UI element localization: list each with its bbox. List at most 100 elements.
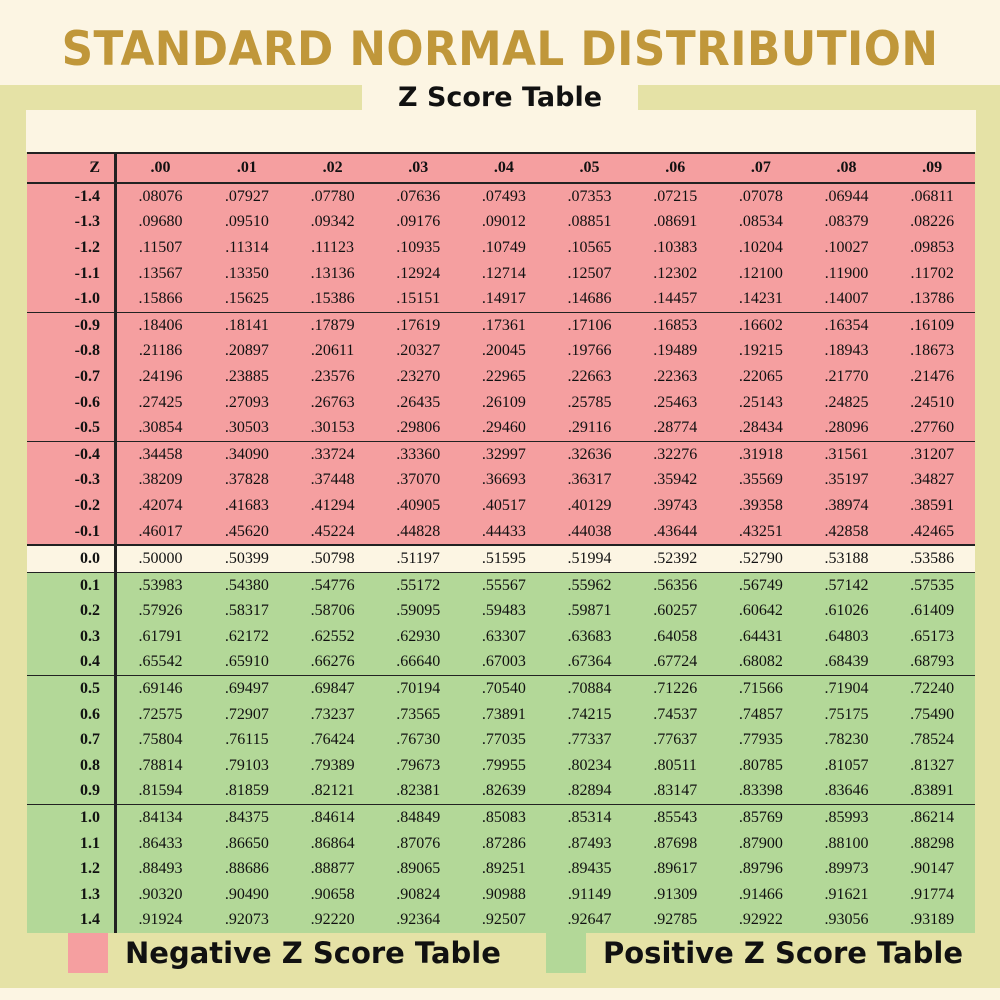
probability-cell: .93056 (824, 911, 869, 929)
probability-cell: .29460 (461, 415, 547, 442)
probability-cell: .77035 (481, 731, 526, 749)
probability-cell: .91466 (738, 885, 783, 903)
z-score-table: Z .00.01.02.03.04.05.06.07.08.09 -1.4.080… (27, 152, 975, 934)
probability-cell: .66640 (375, 649, 462, 677)
probability-cell: .62172 (224, 627, 269, 645)
table-row: -0.8 .21186 .20897 .20611 .20327 .20045 .19766… (27, 338, 975, 365)
probability-cell: .10935 (396, 238, 441, 256)
probability-cell: .83147 (632, 778, 719, 806)
z-value: -0.9 (27, 312, 117, 339)
z-value: 1.1 (27, 830, 117, 857)
probability-cell: .78230 (824, 731, 869, 749)
probability-cell: .08534 (738, 213, 783, 231)
probability-cell: .86433 (138, 834, 183, 852)
probability-cell: .16853 (653, 316, 698, 334)
probability-cell: .66276 (289, 649, 376, 677)
probability-cell: .92922 (738, 911, 783, 929)
probability-cell: .85543 (653, 809, 698, 827)
probability-cell: .11123 (311, 238, 354, 256)
probability-cell: .68082 (718, 649, 804, 677)
probability-cell: .06944 (824, 187, 869, 205)
probability-cell: .86864 (310, 834, 355, 852)
probability-cell: .07078 (738, 187, 783, 205)
probability-cell: .89617 (653, 860, 698, 878)
probability-cell: .14457 (632, 286, 719, 313)
column-header: .07 (718, 152, 804, 184)
probability-cell: .45224 (289, 518, 376, 547)
probability-cell: .31207 (910, 445, 955, 463)
probability-cell: .75175 (824, 705, 869, 723)
probability-cell: .69497 (224, 680, 269, 698)
probability-cell: .08851 (567, 213, 612, 231)
probability-cell: .39743 (653, 496, 698, 514)
probability-cell: .85083 (481, 809, 526, 827)
probability-cell: .67003 (461, 649, 547, 677)
probability-cell: .76115 (225, 731, 269, 749)
probability-cell: .52392 (632, 545, 719, 573)
probability-cell: .92507 (481, 911, 526, 929)
probability-cell: .79955 (481, 756, 526, 774)
legend-positive: Positive Z Score Table (546, 933, 963, 973)
probability-cell: .84375 (224, 809, 269, 827)
probability-cell: .43644 (632, 518, 719, 547)
probability-cell: .07927 (224, 187, 269, 205)
column-header: .05 (546, 152, 633, 184)
column-header: .03 (375, 152, 462, 184)
probability-cell: .21770 (824, 367, 869, 385)
probability-cell: .37448 (310, 471, 355, 489)
probability-cell: .60257 (653, 602, 698, 620)
probability-cell: .82121 (289, 778, 376, 806)
probability-cell: .18943 (824, 342, 869, 360)
probability-cell: .51197 (375, 545, 462, 573)
probability-cell: .09510 (224, 213, 269, 231)
probability-cell: .91621 (824, 885, 869, 903)
probability-cell: .19766 (567, 342, 612, 360)
header-row: Z .00.01.02.03.04.05.06.07.08.09 (27, 152, 975, 184)
probability-cell: .82894 (546, 778, 633, 806)
probability-cell: .36317 (567, 471, 612, 489)
probability-cell: .07493 (481, 187, 526, 205)
probability-cell: .46017 (115, 518, 205, 547)
probability-cell: .72575 (138, 705, 183, 723)
probability-cell: .77935 (738, 731, 783, 749)
probability-cell: .20611 (310, 342, 355, 360)
probability-cell: .90988 (481, 885, 526, 903)
probability-cell: .91774 (910, 885, 955, 903)
probability-cell: .87286 (481, 834, 526, 852)
probability-cell: .72907 (224, 705, 269, 723)
subtitle: Z Score Table (362, 83, 638, 113)
z-value: -0.1 (27, 518, 117, 547)
table-row: 0.5 .69146 .69497 .69847 .70194 .70540 .70884.… (27, 675, 975, 702)
column-header: .00 (115, 152, 205, 184)
probability-cell: .09680 (138, 213, 183, 231)
table-row: -0.9 .18406 .18141 .17879 .17619 .17361 .17106… (27, 312, 975, 339)
probability-cell: .24510 (910, 393, 955, 411)
probability-cell: .26435 (396, 393, 441, 411)
probability-cell: .63683 (567, 627, 612, 645)
probability-cell: .54380 (224, 576, 269, 594)
probability-cell: .85769 (738, 809, 783, 827)
probability-cell: .64803 (824, 627, 869, 645)
table-row: -0.5.30854.30503.30153.29806.29460.29116… (27, 415, 975, 442)
probability-cell: .29116 (546, 415, 633, 442)
probability-cell: .92220 (310, 911, 355, 929)
probability-cell: .14917 (461, 286, 547, 313)
probability-cell: .56356 (653, 576, 698, 594)
probability-cell: .19215 (738, 342, 783, 360)
probability-cell: .15386 (289, 286, 376, 313)
probability-cell: .09342 (310, 213, 355, 231)
table-row: -1.4 .08076 .07927 .07780 .07636 .07493 .07353… (27, 183, 975, 210)
probability-cell: .50000 (115, 545, 205, 573)
probability-cell: .65910 (204, 649, 290, 677)
probability-cell: .13136 (310, 264, 355, 282)
probability-cell: .35197 (824, 471, 869, 489)
probability-cell: .77637 (653, 731, 698, 749)
probability-cell: .79103 (224, 756, 269, 774)
z-value: -1.1 (27, 260, 117, 287)
z-value: 0.1 (27, 572, 117, 599)
probability-cell: .11900 (824, 264, 869, 282)
probability-cell: .16602 (738, 316, 783, 334)
z-value: -0.6 (27, 389, 117, 416)
probability-cell: .89796 (738, 860, 783, 878)
probability-cell: .23576 (310, 367, 355, 385)
